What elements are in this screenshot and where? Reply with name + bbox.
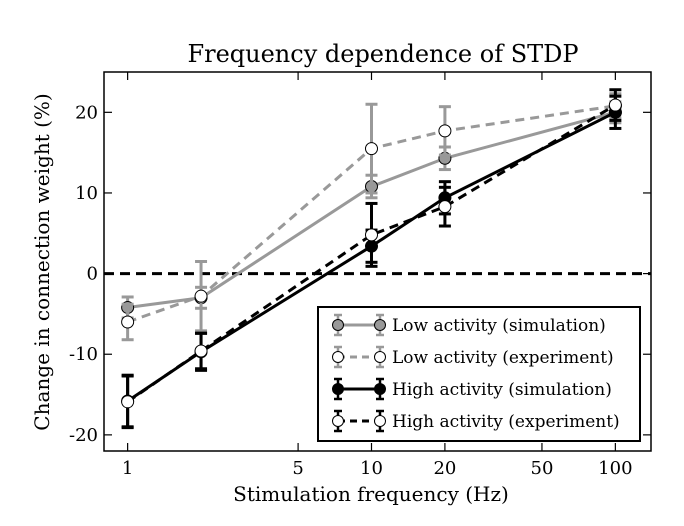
legend-marker bbox=[374, 383, 386, 395]
data-point bbox=[364, 142, 378, 156]
data-point bbox=[438, 200, 452, 214]
legend-label: Low activity (experiment) bbox=[392, 348, 614, 368]
data-point bbox=[364, 228, 378, 242]
series-line bbox=[126, 103, 617, 404]
x-tick-label: 20 bbox=[433, 458, 456, 479]
series-1 bbox=[121, 92, 622, 342]
plot-frame bbox=[103, 71, 652, 452]
legend-marker bbox=[374, 415, 386, 427]
legend-marker bbox=[332, 415, 344, 427]
x-tick-label: 1 bbox=[122, 458, 133, 479]
x-tick-label: 50 bbox=[531, 458, 554, 479]
legend-marker bbox=[374, 319, 386, 331]
x-axis-label: Stimulation frequency (Hz) bbox=[233, 482, 509, 506]
chart-title: Frequency dependence of STDP bbox=[187, 40, 578, 68]
y-tick-label: 10 bbox=[75, 183, 98, 204]
legend-marker bbox=[332, 351, 344, 363]
legend-marker bbox=[332, 383, 344, 395]
x-tick-label: 100 bbox=[598, 458, 632, 479]
series-3 bbox=[121, 88, 622, 430]
y-tick-label: -20 bbox=[69, 425, 98, 446]
data-point bbox=[121, 395, 135, 409]
y-axis-label: Change in connection weight (%) bbox=[30, 93, 54, 430]
plot-area: 1 5 10 20 50 100 -20 -10 0 10 20 bbox=[69, 72, 651, 479]
legend-label: Low activity (simulation) bbox=[392, 316, 606, 336]
data-point bbox=[194, 289, 208, 303]
legend-label: High activity (simulation) bbox=[392, 380, 612, 400]
y-tick-label: -10 bbox=[69, 344, 98, 365]
legend-box bbox=[317, 306, 641, 442]
y-tick-label: 20 bbox=[75, 102, 98, 123]
data-point bbox=[121, 315, 135, 329]
data-point bbox=[194, 344, 208, 358]
x-tick-label: 5 bbox=[292, 458, 303, 479]
legend: Low activity (simulation) Low activity (e… bbox=[317, 306, 641, 442]
legend-marker bbox=[374, 351, 386, 363]
legend-marker bbox=[332, 319, 344, 331]
y-tick-label: 0 bbox=[87, 264, 98, 285]
data-point bbox=[438, 124, 452, 138]
legend-label: High activity (experiment) bbox=[392, 412, 620, 432]
x-tick-label: 10 bbox=[360, 458, 383, 479]
data-point bbox=[608, 98, 622, 112]
